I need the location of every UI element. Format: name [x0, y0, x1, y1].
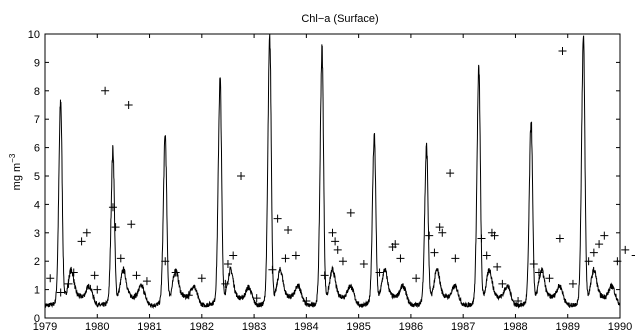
observations-layer: [46, 47, 635, 305]
y-tick-label: 0: [34, 313, 40, 325]
observation-marker: [127, 220, 136, 229]
y-tick-label: 1: [34, 285, 40, 297]
observation-marker: [171, 268, 180, 277]
series-layer: [44, 33, 621, 310]
observation-marker: [545, 274, 554, 283]
observation-marker: [161, 257, 170, 266]
x-tick-label: 1982: [190, 321, 214, 333]
svg-text:mg m−3: mg m−3: [8, 153, 23, 190]
x-tick-label: 1985: [346, 321, 370, 333]
y-axis-label-exponent: −3: [8, 153, 17, 163]
y-tick-label: 6: [34, 143, 40, 155]
observation-marker: [430, 248, 439, 257]
x-tick-label: 1983: [242, 321, 266, 333]
observation-marker: [82, 228, 91, 237]
x-tick-label: 1988: [503, 321, 527, 333]
observation-marker: [328, 228, 337, 237]
observation-marker: [568, 279, 577, 288]
observation-marker: [514, 296, 523, 305]
y-tick-label: 3: [34, 228, 40, 240]
x-tick-label: 1989: [555, 321, 579, 333]
observation-marker: [281, 254, 290, 263]
observation-marker: [359, 260, 368, 269]
observation-marker: [555, 234, 564, 243]
y-tick-label: 5: [34, 171, 40, 183]
observation-marker: [482, 251, 491, 260]
chart-title: Chl−a (Surface): [301, 13, 378, 25]
observation-marker: [116, 254, 125, 263]
observation-marker: [132, 271, 141, 280]
x-tick-label: 1990: [608, 321, 632, 333]
observation-marker: [534, 268, 543, 277]
observation-marker: [93, 285, 102, 294]
x-tick-label: 1979: [33, 321, 57, 333]
y-tick-label: 7: [34, 114, 40, 126]
y-tick-label: 4: [34, 199, 40, 211]
observation-marker: [101, 86, 110, 95]
observation-marker: [90, 271, 99, 280]
y-tick-label: 9: [34, 57, 40, 69]
y-tick-label: 2: [34, 256, 40, 268]
observation-marker: [631, 255, 635, 257]
x-tick-label: 1986: [399, 321, 423, 333]
observation-marker: [493, 262, 502, 271]
observation-marker: [446, 169, 455, 178]
x-tick-label: 1987: [451, 321, 475, 333]
observation-marker: [56, 288, 65, 297]
observation-marker: [320, 271, 329, 280]
y-tick-label: 8: [34, 86, 40, 98]
observation-marker: [490, 231, 499, 240]
observation-marker: [558, 47, 567, 56]
observation-marker: [237, 172, 246, 180]
observation-marker: [529, 260, 538, 269]
observation-marker: [600, 231, 609, 240]
x-tick-label: 1981: [137, 321, 161, 333]
observation-marker: [252, 294, 261, 303]
observation-marker: [396, 254, 405, 263]
observation-marker: [111, 223, 120, 232]
observation-marker: [346, 208, 355, 217]
observation-marker: [64, 279, 73, 288]
observation-marker: [621, 245, 630, 254]
observation-marker: [338, 257, 347, 266]
model-series-line: [44, 33, 621, 310]
observation-marker: [77, 237, 86, 246]
observation-marker: [124, 101, 133, 109]
observation-marker: [412, 274, 421, 283]
observation-marker: [284, 225, 293, 234]
observation-marker: [451, 254, 460, 263]
observation-marker: [229, 251, 238, 260]
x-tick-label: 1980: [85, 321, 109, 333]
observation-marker: [223, 260, 232, 269]
y-axis-label-main: mg m: [11, 163, 23, 191]
observation-marker: [302, 296, 311, 305]
observation-marker: [498, 279, 507, 288]
observation-marker: [273, 214, 282, 223]
observation-marker: [477, 234, 486, 243]
observation-marker: [197, 274, 206, 283]
observation-marker: [46, 274, 55, 283]
observation-marker: [333, 245, 342, 254]
observation-marker: [142, 277, 151, 286]
ticks-layer: 1979 1980 1981 1982 1983 1984 1985 1986 1987 1988…: [28, 29, 632, 333]
observation-marker: [589, 248, 598, 257]
observation-marker: [391, 240, 400, 249]
observation-marker: [268, 265, 277, 274]
observation-marker: [425, 231, 434, 240]
observation-marker: [291, 251, 300, 260]
observation-marker: [69, 268, 78, 277]
observation-marker: [184, 291, 193, 300]
observation-marker: [438, 228, 447, 237]
observation-marker: [375, 268, 384, 277]
y-tick-label: 10: [28, 29, 40, 41]
observation-marker: [435, 223, 444, 232]
observation-marker: [331, 237, 340, 246]
observation-marker: [108, 203, 117, 212]
x-tick-label: 1984: [294, 321, 318, 333]
observation-marker: [595, 240, 604, 249]
observation-marker: [221, 279, 230, 288]
y-axis-label: mg m−3: [8, 153, 23, 190]
observation-marker: [584, 257, 593, 266]
